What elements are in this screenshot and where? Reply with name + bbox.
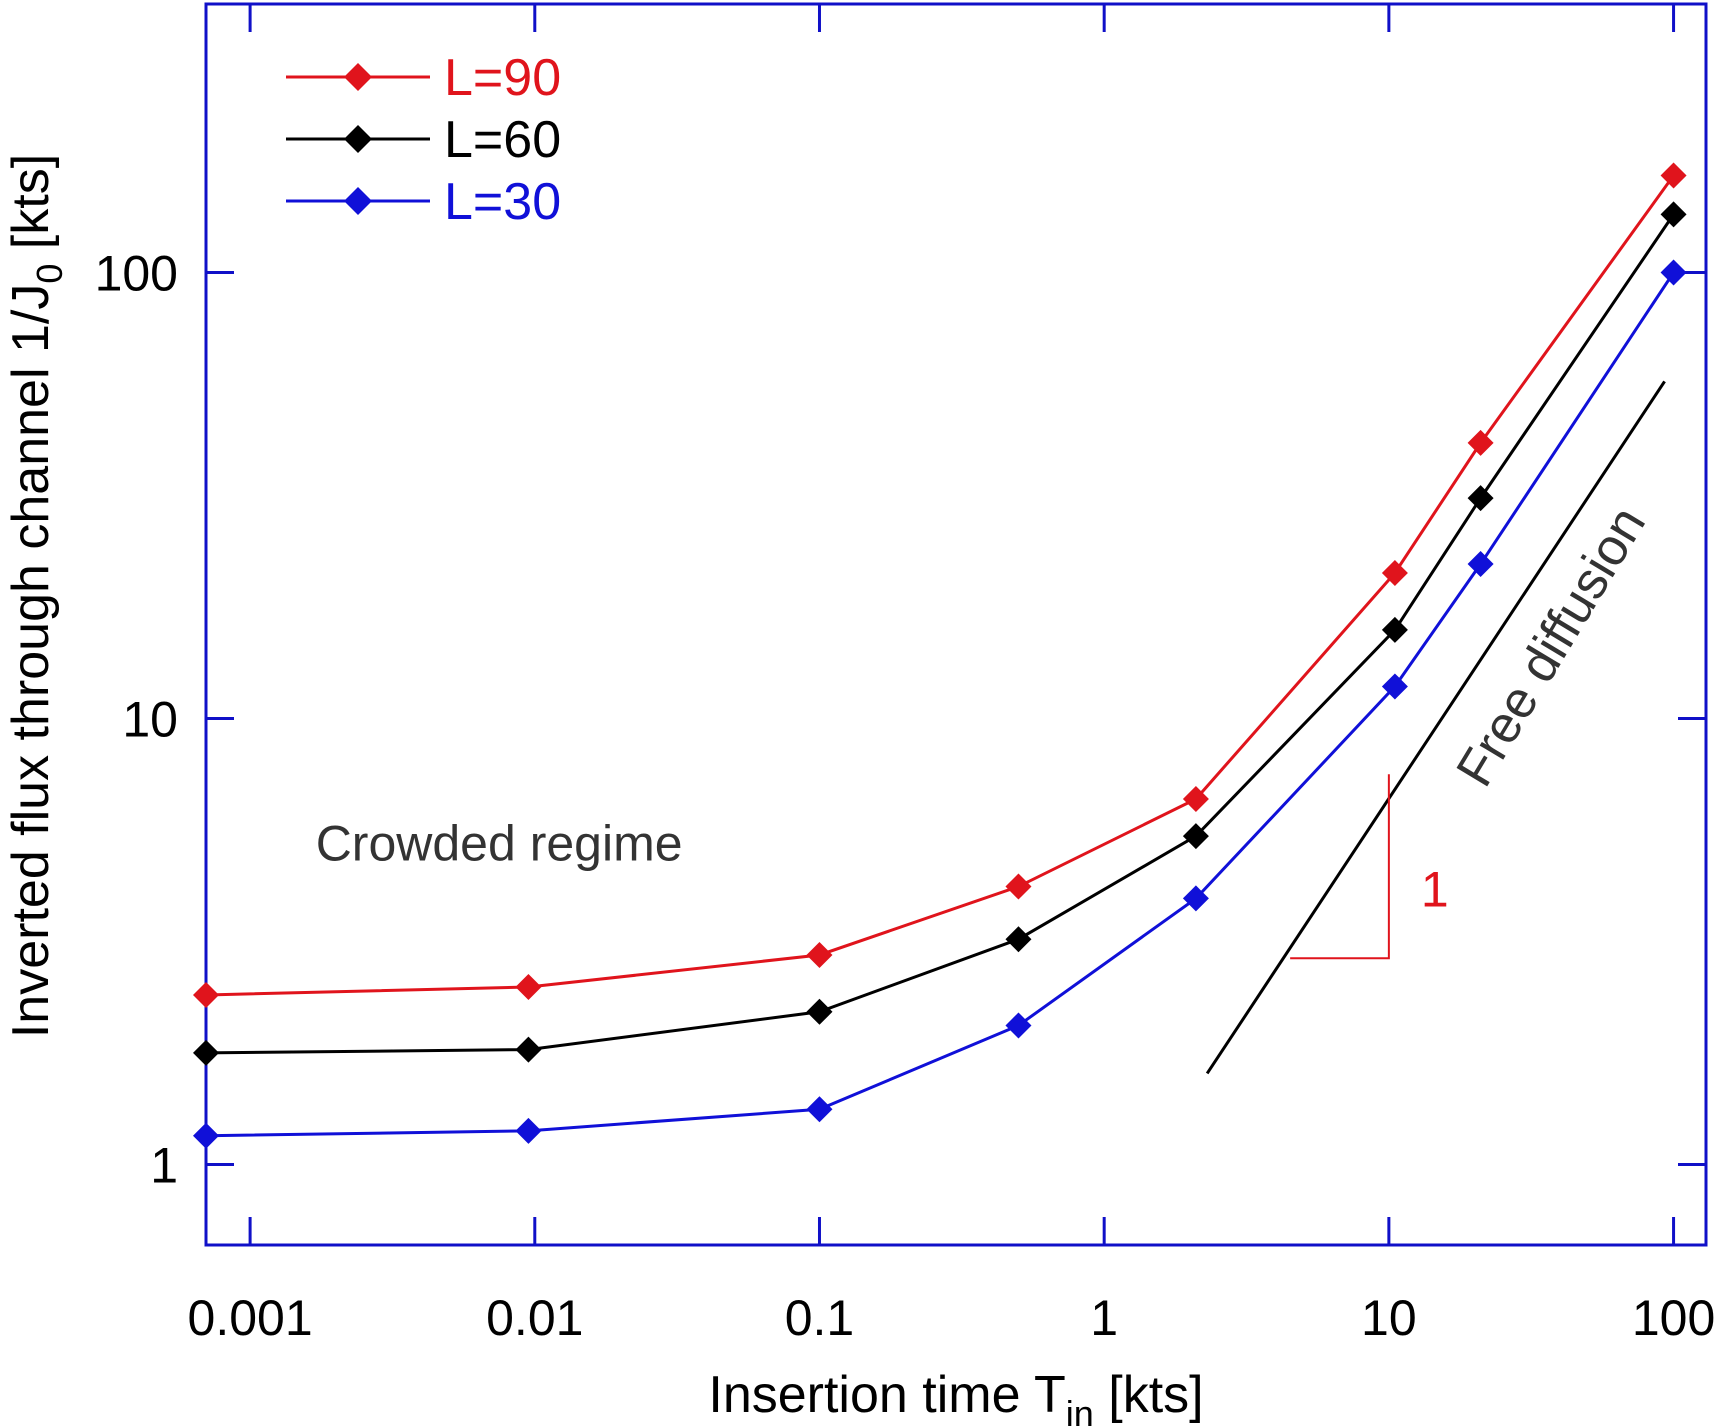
crowded-regime-label: Crowded regime [316, 816, 683, 872]
legend-label: L=60 [444, 111, 561, 169]
x-tick-label: 0.001 [188, 1290, 313, 1346]
slope-triangle [1290, 774, 1390, 960]
data-point [1182, 885, 1209, 912]
y-tick-label: 100 [95, 246, 178, 302]
data-point [1467, 485, 1494, 512]
x-axis-label: Insertion time Tin [kts] [708, 1366, 1203, 1427]
data-point [515, 1036, 542, 1063]
data-point [515, 974, 542, 1001]
data-point [1381, 559, 1408, 586]
legend-label: L=90 [444, 49, 561, 107]
series-line [205, 213, 1675, 1055]
data-point [515, 1117, 542, 1144]
data-point [1381, 616, 1408, 643]
legend-marker [344, 187, 372, 215]
series-line [205, 174, 1675, 997]
legend-item: L=30 [286, 173, 561, 231]
legend-label: L=30 [444, 173, 561, 231]
data-point [806, 1096, 833, 1123]
series-line [205, 271, 1675, 1138]
data-point [1005, 873, 1032, 900]
y-axis-label: Inverted flux through channel 1/J0 [kts] [2, 154, 70, 1038]
series-l90 [193, 162, 1687, 1008]
free-diffusion-label: Free diffusion [1446, 497, 1657, 796]
data-point [193, 1039, 219, 1066]
legend-item: L=60 [286, 111, 561, 169]
data-point [1005, 1012, 1032, 1039]
x-tick-label: 100 [1632, 1290, 1715, 1346]
x-tick-label: 10 [1361, 1290, 1417, 1346]
free-diffusion-line [1205, 380, 1666, 1075]
legend-marker [344, 63, 372, 91]
data-point [193, 981, 219, 1008]
plot-frame [204, 2, 1708, 1247]
data-point [1182, 786, 1209, 813]
x-tick-label: 0.1 [785, 1290, 855, 1346]
x-tick-label: 1 [1090, 1290, 1118, 1346]
data-point [1005, 926, 1032, 953]
legend: L=90L=60L=30 [286, 49, 561, 231]
data-point [806, 998, 833, 1025]
data-point [1660, 162, 1687, 189]
data-point [1467, 429, 1494, 456]
series-l30 [193, 259, 1687, 1149]
data-point [1182, 823, 1209, 850]
y-tick-label: 1 [150, 1138, 178, 1194]
series-l60 [193, 201, 1687, 1066]
data-point [1467, 551, 1494, 578]
data-point [1381, 673, 1408, 700]
data-point [1660, 201, 1687, 228]
data-point [806, 941, 833, 968]
data-point [193, 1122, 219, 1149]
y-tick-label: 10 [122, 692, 178, 748]
legend-marker [344, 125, 372, 153]
data-point [1660, 259, 1687, 286]
slope-label: 1 [1421, 861, 1449, 917]
x-tick-label: 0.01 [486, 1290, 583, 1346]
legend-item: L=90 [286, 49, 561, 107]
